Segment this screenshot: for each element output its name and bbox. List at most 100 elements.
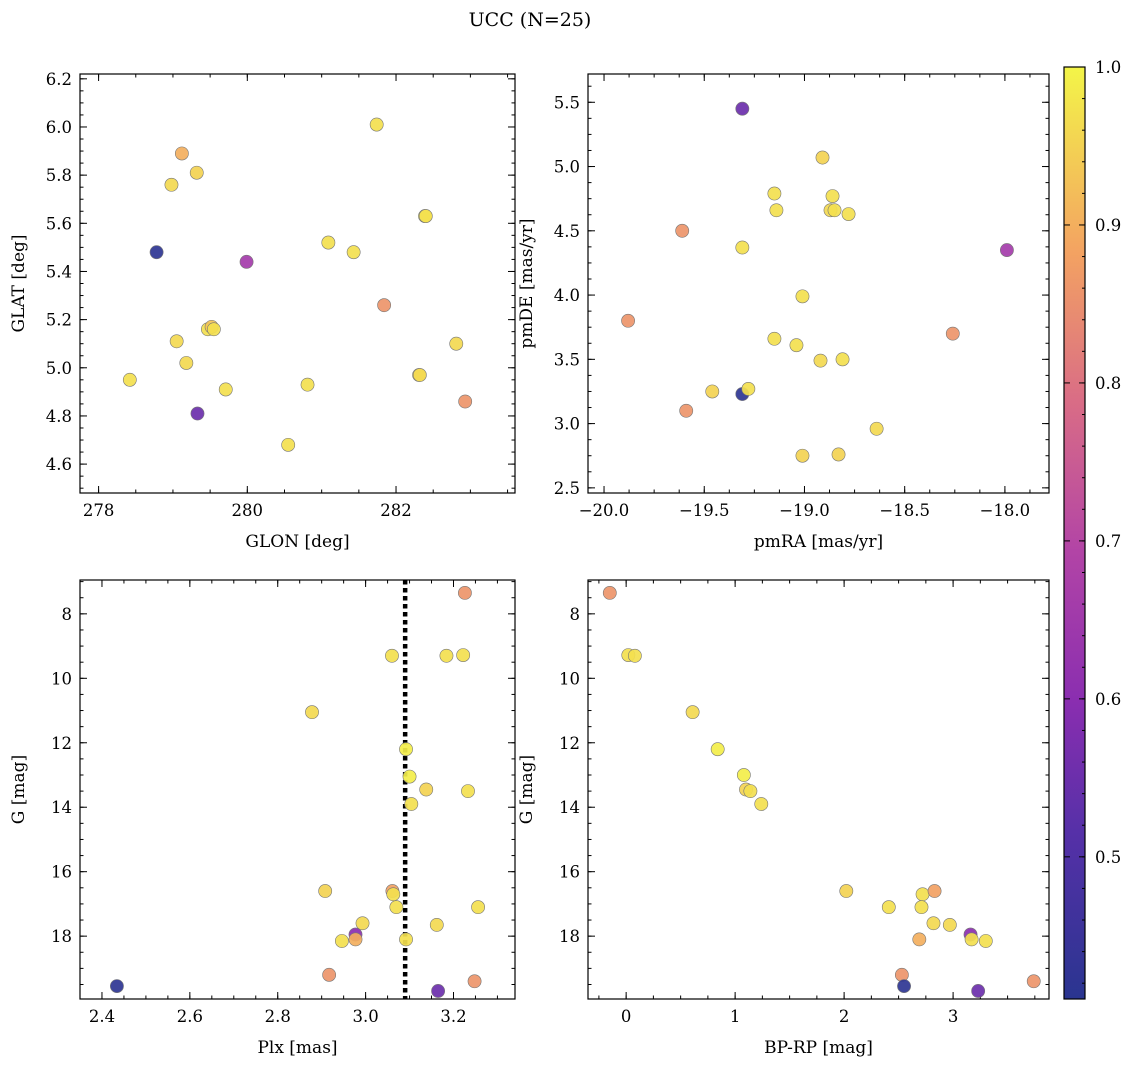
colorbar-tick-label: 0.6: [1095, 690, 1121, 709]
data-point: [869, 421, 884, 436]
data-point: [627, 648, 642, 663]
x-tick-label: 2.6: [177, 1007, 203, 1026]
data-point: [458, 394, 473, 409]
data-point: [827, 203, 842, 218]
figure-title: UCC (N=25): [469, 9, 592, 31]
y-tick-label: 12: [559, 734, 580, 753]
data-point: [399, 932, 413, 947]
data-point: [897, 979, 911, 994]
data-point: [467, 974, 482, 989]
panel-1: 278 280 282 4.6 4.8 5.0 5.2 5.4 5.6 5.8 6.0 6.2 GLON…: [9, 70, 516, 552]
y-tick-label: 16: [559, 863, 580, 882]
x-tick-label: 2: [839, 1007, 850, 1026]
x-axis-label: pmRA [mas/yr]: [754, 532, 883, 552]
data-point: [1026, 974, 1041, 989]
data-point: [305, 705, 319, 720]
data-point: [795, 448, 810, 463]
data-point: [915, 887, 930, 902]
y-tick-label: 2.5: [554, 479, 580, 498]
x-axis-label: GLON [deg]: [245, 532, 349, 552]
data-point: [945, 326, 960, 341]
data-point: [685, 705, 700, 720]
x-tick-label: 3: [948, 1007, 959, 1026]
x-tick-label: 3.2: [440, 1007, 466, 1026]
plot-frame: [79, 73, 516, 494]
x-tick-label: −18.0: [980, 501, 1031, 520]
y-tick-label: 10: [559, 669, 580, 688]
data-point: [431, 984, 446, 998]
data-point: [386, 887, 401, 902]
data-point: [767, 186, 782, 201]
y-tick-label: 3.0: [554, 415, 580, 434]
data-point: [795, 289, 810, 304]
data-point: [419, 782, 434, 797]
data-point: [602, 585, 617, 600]
y-tick-label: 5.5: [554, 93, 580, 112]
data-point: [369, 117, 384, 132]
y-axis-label: G [mag]: [9, 755, 29, 824]
data-point: [912, 932, 927, 947]
y-tick-label: 5.4: [46, 262, 72, 281]
data-point: [971, 984, 986, 998]
data-point: [346, 245, 361, 260]
data-point: [429, 917, 444, 932]
x-tick-label: −19.5: [679, 501, 730, 520]
data-point: [385, 648, 399, 663]
y-tick-label: 8: [62, 605, 73, 624]
data-point: [418, 209, 433, 223]
data-point: [389, 900, 404, 915]
data-point: [458, 585, 472, 600]
plot-frame: [587, 73, 1050, 494]
panels: 278 280 2824.64.85.05.25.45.65.86.06.2GLON…: [9, 70, 1050, 1058]
y-tick-label: 4.5: [554, 222, 580, 241]
y-tick-label: 8: [570, 605, 581, 624]
data-point: [322, 967, 337, 982]
data-point: [1000, 243, 1014, 257]
y-tick-label: 14: [51, 798, 72, 817]
data-point: [675, 223, 690, 238]
y-tick-label: 10: [51, 669, 72, 688]
data-point: [942, 917, 957, 932]
data-point: [449, 336, 464, 351]
data-point: [679, 403, 694, 418]
data-point: [815, 150, 830, 165]
data-point: [705, 384, 720, 399]
colorbar-tick-label: 0.5: [1095, 848, 1121, 867]
y-axis-label: GLAT [deg]: [9, 234, 29, 332]
data-point: [736, 768, 751, 782]
data-point: [964, 932, 979, 947]
x-tick-label: 3.0: [352, 1007, 378, 1026]
data-point: [456, 648, 471, 662]
data-point: [348, 932, 363, 947]
y-axis-label: G [mag]: [517, 755, 537, 824]
data-point: [334, 934, 349, 948]
data-point: [174, 146, 189, 161]
x-axis-label: Plx [mas]: [257, 1038, 337, 1058]
data-point: [735, 240, 750, 255]
data-point: [767, 331, 782, 346]
y-tick-label: 18: [51, 927, 72, 946]
data-point: [179, 356, 194, 370]
x-tick-label: 2.8: [265, 1007, 291, 1026]
data-point: [169, 334, 184, 349]
data-point: [831, 447, 846, 462]
y-tick-label: 16: [51, 863, 72, 882]
data-point: [281, 437, 296, 452]
plot-frame: [79, 579, 516, 1000]
x-tick-label: 1: [730, 1007, 741, 1026]
data-point: [710, 742, 725, 757]
x-tick-label: −19.0: [779, 501, 830, 520]
y-tick-label: 5.6: [46, 214, 72, 233]
data-point: [164, 177, 179, 192]
data-point: [190, 406, 205, 421]
y-tick-label: 12: [51, 734, 72, 753]
data-point: [218, 382, 233, 397]
colorbar-tick-label: 0.7: [1095, 532, 1121, 551]
y-tick-label: 4.6: [46, 455, 72, 474]
colorbar-tick-label: 1.0: [1095, 58, 1121, 77]
data-point: [769, 203, 784, 218]
x-tick-label: 2.4: [89, 1007, 115, 1026]
x-tick-label: −20.0: [579, 501, 630, 520]
data-point: [735, 101, 750, 116]
